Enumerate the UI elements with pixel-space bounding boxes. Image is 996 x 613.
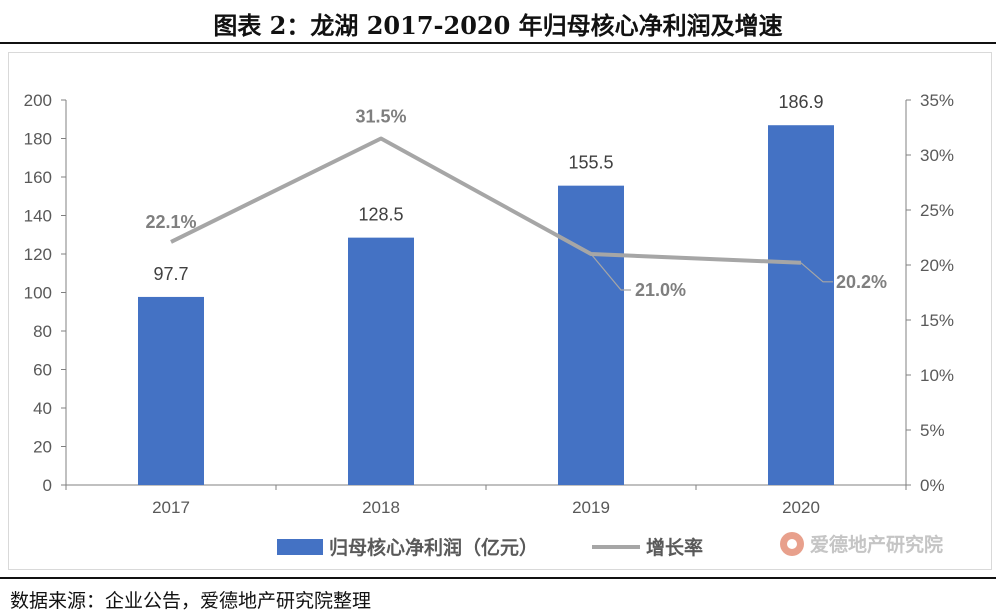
bar-value-label: 128.5 (358, 205, 403, 225)
x-tick-label: 2020 (782, 498, 820, 517)
line-value-label: 20.2% (836, 272, 887, 292)
legend-line-label: 增长率 (646, 536, 703, 559)
bar (138, 296, 204, 485)
left-tick-label: 0 (43, 476, 52, 495)
left-tick-label: 60 (33, 361, 52, 380)
chart-title: 图表 2：龙湖 2017-2020 年归母核心净利润及增速 (213, 11, 783, 40)
left-tick-label: 120 (24, 245, 52, 264)
x-tick-label: 2018 (362, 498, 400, 517)
right-tick-label: 10% (920, 366, 954, 385)
bar-value-label: 97.7 (153, 264, 188, 284)
bottom-rule (0, 577, 996, 579)
bar (558, 185, 624, 485)
right-tick-label: 0% (920, 476, 945, 495)
legend-bar-swatch (277, 539, 323, 555)
line-value-label: 21.0% (635, 280, 686, 300)
top-rule (0, 42, 996, 44)
watermark: 爱德地产研究院 (780, 530, 943, 557)
right-tick-label: 35% (920, 91, 954, 110)
left-tick-label: 160 (24, 168, 52, 187)
right-tick-label: 20% (920, 256, 954, 275)
left-tick-label: 100 (24, 284, 52, 303)
right-tick-label: 25% (920, 201, 954, 220)
left-tick-label: 180 (24, 130, 52, 149)
bar-value-label: 186.9 (778, 92, 823, 112)
bar (768, 125, 834, 485)
bar-value-label: 155.5 (568, 153, 613, 173)
left-tick-label: 140 (24, 207, 52, 226)
growth-rate-line (170, 136, 802, 265)
x-tick-label: 2017 (152, 498, 190, 517)
line-value-label: 22.1% (145, 212, 196, 232)
left-tick-label: 40 (33, 399, 52, 418)
leader-line (800, 262, 833, 283)
right-tick-label: 5% (920, 421, 945, 440)
watermark-text: 爱德地产研究院 (810, 534, 944, 556)
right-tick-label: 30% (920, 146, 954, 165)
watermark-logo-icon (780, 531, 804, 556)
source-note: 数据来源：企业公告，爱德地产研究院整理 (10, 590, 372, 612)
left-tick-label: 20 (33, 438, 52, 457)
leader-line (590, 253, 631, 291)
x-tick-label: 2019 (572, 498, 610, 517)
legend-bar-label: 归母核心净利润（亿元） (329, 536, 538, 559)
left-tick-label: 80 (33, 322, 52, 341)
chart-frame (8, 52, 992, 570)
line-value-label: 31.5% (355, 107, 406, 127)
right-tick-label: 15% (920, 311, 954, 330)
left-tick-label: 200 (24, 91, 52, 110)
bar (348, 237, 414, 485)
